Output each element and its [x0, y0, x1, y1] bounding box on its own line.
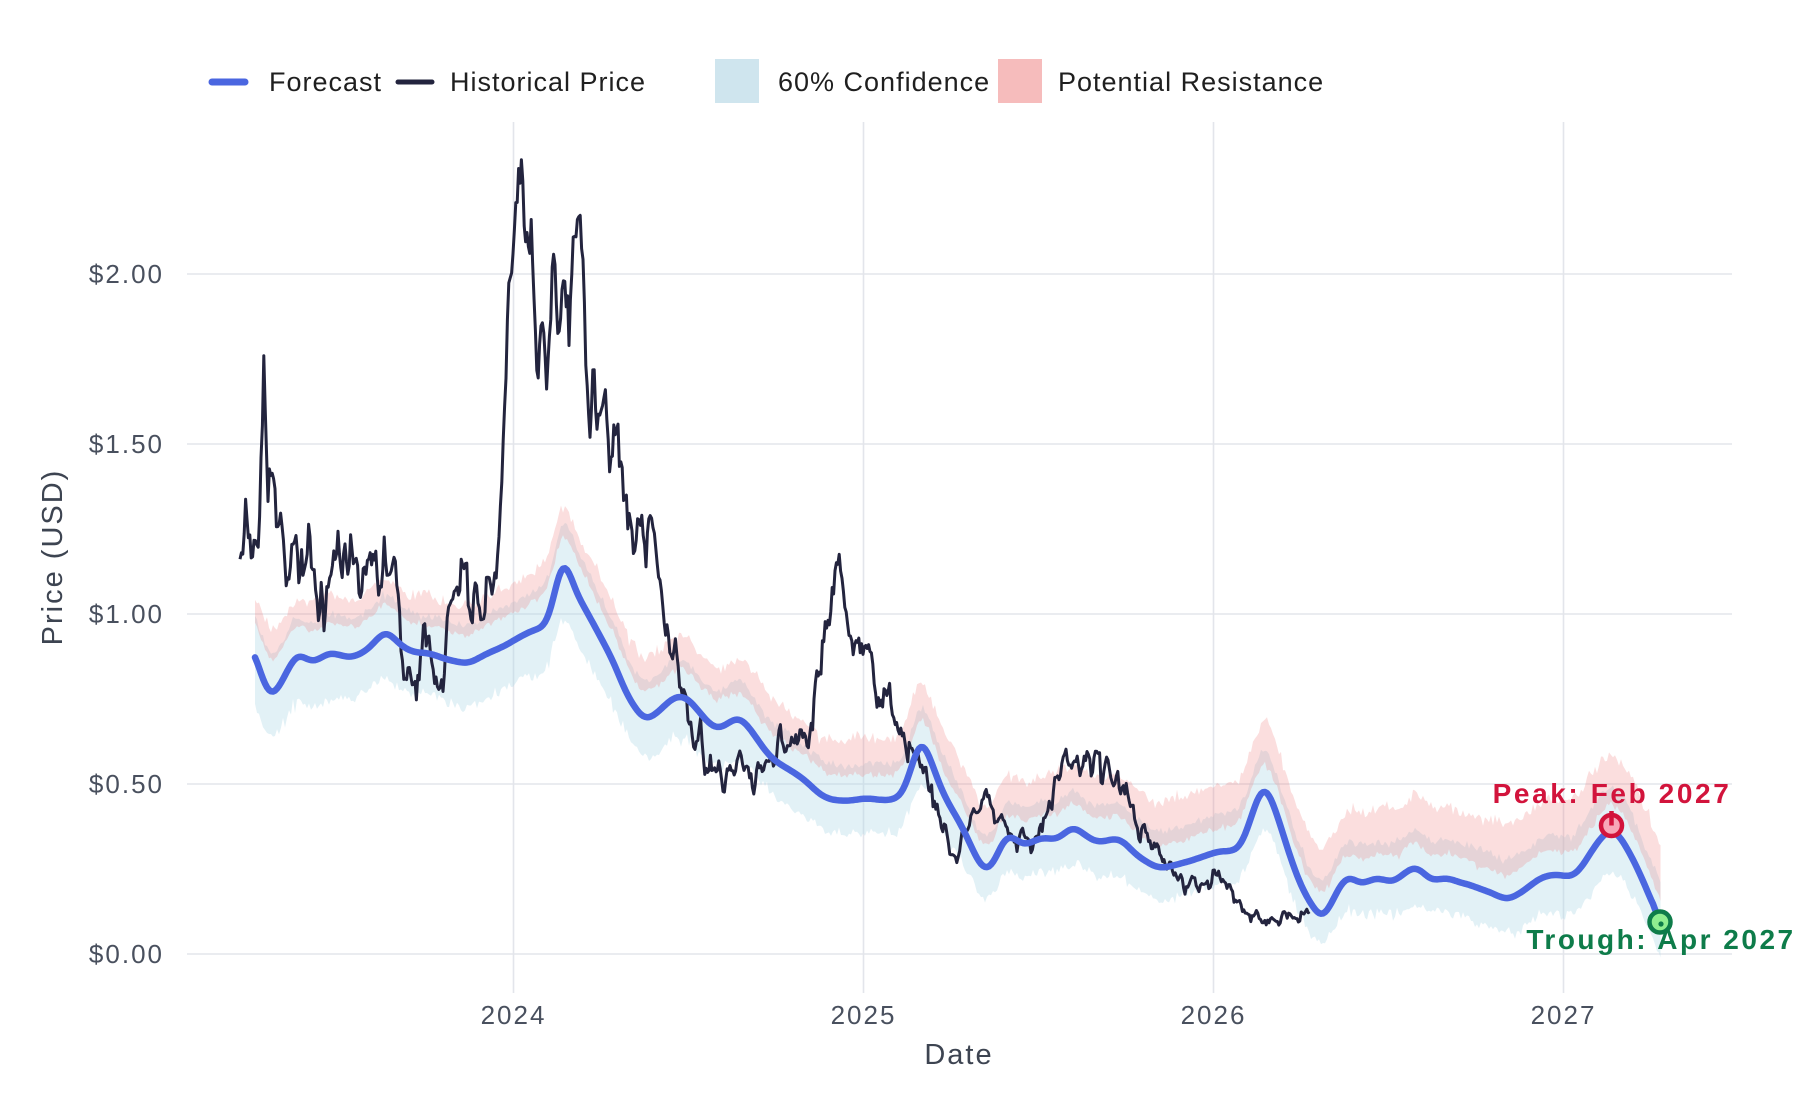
svg-text:2025: 2025: [831, 1000, 897, 1030]
svg-text:$0.00: $0.00: [89, 939, 164, 969]
svg-text:Potential Resistance: Potential Resistance: [1058, 67, 1324, 97]
svg-text:2024: 2024: [481, 1000, 547, 1030]
svg-text:$0.50: $0.50: [89, 769, 164, 799]
svg-text:$1.00: $1.00: [89, 599, 164, 629]
svg-text:60% Confidence: 60% Confidence: [778, 67, 990, 97]
svg-text:Historical Price: Historical Price: [450, 67, 646, 97]
svg-text:Peak: Feb 2027: Peak: Feb 2027: [1493, 778, 1732, 809]
svg-text:Forecast: Forecast: [269, 67, 382, 97]
svg-text:2026: 2026: [1181, 1000, 1247, 1030]
svg-text:$2.00: $2.00: [89, 259, 164, 289]
svg-text:Trough: Apr 2027: Trough: Apr 2027: [1526, 924, 1795, 955]
svg-text:$1.50: $1.50: [89, 429, 164, 459]
svg-text:Price (USD): Price (USD): [37, 469, 69, 646]
svg-text:Date: Date: [924, 1039, 993, 1071]
svg-text:2027: 2027: [1531, 1000, 1597, 1030]
